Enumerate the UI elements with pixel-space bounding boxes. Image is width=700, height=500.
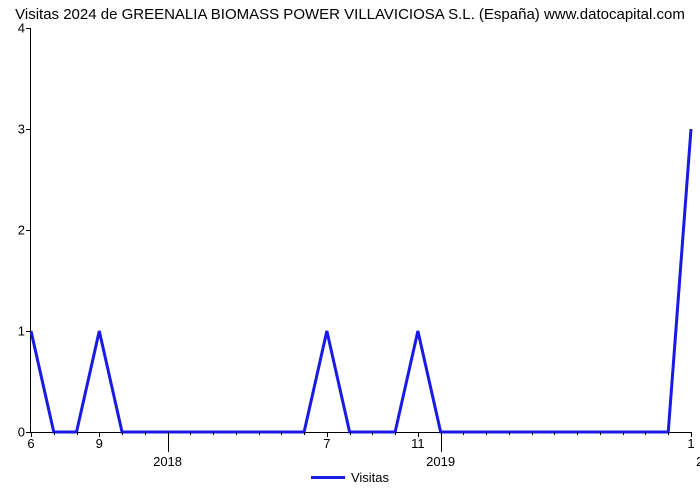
y-tick-mark xyxy=(26,230,31,231)
x-tick-minor xyxy=(259,432,260,435)
plot-area: 0123469711120182019202 xyxy=(30,28,691,433)
x-tick-label: 6 xyxy=(27,436,34,451)
x-tick-minor xyxy=(486,432,487,435)
y-tick-mark xyxy=(26,28,31,29)
y-tick-label: 2 xyxy=(18,223,25,238)
line-series xyxy=(31,28,691,432)
x-tick-minor xyxy=(577,432,578,435)
y-tick-label: 1 xyxy=(18,324,25,339)
chart-title: Visitas 2024 de GREENALIA BIOMASS POWER … xyxy=(0,6,700,23)
x-tick-minor xyxy=(213,432,214,435)
x-tick-minor xyxy=(395,432,396,435)
x-tick-minor xyxy=(623,432,624,435)
x-tick-minor xyxy=(350,432,351,435)
y-tick-label: 4 xyxy=(18,21,25,36)
x-year-label: 2019 xyxy=(426,454,455,469)
legend-label: Visitas xyxy=(351,470,389,485)
x-tick-minor xyxy=(54,432,55,435)
x-year-mark xyxy=(168,432,169,452)
x-tick-label: 9 xyxy=(96,436,103,451)
legend: Visitas xyxy=(0,470,700,485)
x-tick-label: 11 xyxy=(411,436,425,451)
x-tick-minor xyxy=(77,432,78,435)
x-year-mark xyxy=(441,432,442,452)
x-tick-minor xyxy=(122,432,123,435)
x-tick-minor xyxy=(509,432,510,435)
x-tick-minor xyxy=(145,432,146,435)
x-tick-minor xyxy=(668,432,669,435)
y-tick-label: 3 xyxy=(18,122,25,137)
x-tick-minor xyxy=(554,432,555,435)
x-tick-label: 1 xyxy=(687,436,694,451)
x-tick-minor xyxy=(645,432,646,435)
legend-swatch xyxy=(311,476,345,479)
x-tick-minor xyxy=(304,432,305,435)
x-tick-minor xyxy=(281,432,282,435)
y-tick-mark xyxy=(26,331,31,332)
y-tick-mark xyxy=(26,129,31,130)
x-tick-label: 7 xyxy=(323,436,330,451)
x-tick-minor xyxy=(190,432,191,435)
x-tick-minor xyxy=(236,432,237,435)
y-tick-label: 0 xyxy=(18,425,25,440)
x-tick-minor xyxy=(463,432,464,435)
x-year-label: 2018 xyxy=(153,454,182,469)
x-tick-minor xyxy=(600,432,601,435)
x-year-label: 202 xyxy=(696,454,700,469)
x-tick-minor xyxy=(532,432,533,435)
x-tick-minor xyxy=(372,432,373,435)
